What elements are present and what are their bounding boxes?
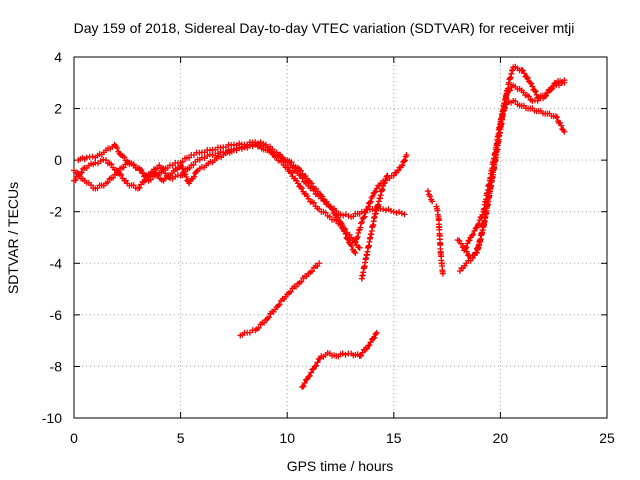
scatter-markers <box>433 203 446 277</box>
chart-title: Day 159 of 2018, Sidereal Day-to-day VTE… <box>74 20 575 36</box>
y-tick-label: 2 <box>54 101 62 117</box>
scatter-markers <box>71 139 408 220</box>
series-gap-1 <box>424 188 436 205</box>
x-tick-label: 20 <box>493 430 509 446</box>
y-tick-label: 0 <box>54 152 62 168</box>
x-tick-label: 25 <box>599 430 615 446</box>
y-tick-label: 4 <box>54 49 62 65</box>
series-track-e <box>299 329 380 391</box>
grid <box>74 57 607 418</box>
x-tick-label: 5 <box>177 430 185 446</box>
series-track-c <box>75 141 359 256</box>
x-axis: 0 5 10 15 20 25 <box>70 57 615 446</box>
scatter-markers <box>461 79 568 254</box>
data-points <box>71 63 568 391</box>
y-tick-label: -10 <box>42 410 62 426</box>
x-tick-label: 15 <box>386 430 402 446</box>
series-gap-2 <box>433 203 446 277</box>
y-tick-label: -6 <box>50 307 63 323</box>
y-tick-label: -2 <box>50 204 63 220</box>
scatter-markers <box>424 188 436 205</box>
series-recovery-2 <box>358 172 391 282</box>
y-tick-label: -8 <box>50 358 63 374</box>
x-tick-label: 0 <box>70 430 78 446</box>
scatter-markers <box>299 329 380 391</box>
scatter-markers <box>237 260 323 339</box>
series-rise-3 <box>461 79 568 254</box>
scatter-markers <box>75 141 359 256</box>
series-track-b <box>71 139 408 220</box>
y-axis-label: SDTVAR / TECUs <box>5 182 21 294</box>
x-tick-label: 10 <box>279 430 295 446</box>
series-rise-2 <box>456 97 568 275</box>
plot-frame <box>73 56 608 419</box>
y-axis: -10 -8 -6 -4 -2 0 2 4 <box>42 49 607 426</box>
scatter-markers <box>456 97 568 275</box>
x-axis-label: GPS time / hours <box>287 458 394 474</box>
series-track-d <box>237 260 323 339</box>
scatter-markers <box>358 172 391 282</box>
y-tick-label: -4 <box>50 255 63 271</box>
